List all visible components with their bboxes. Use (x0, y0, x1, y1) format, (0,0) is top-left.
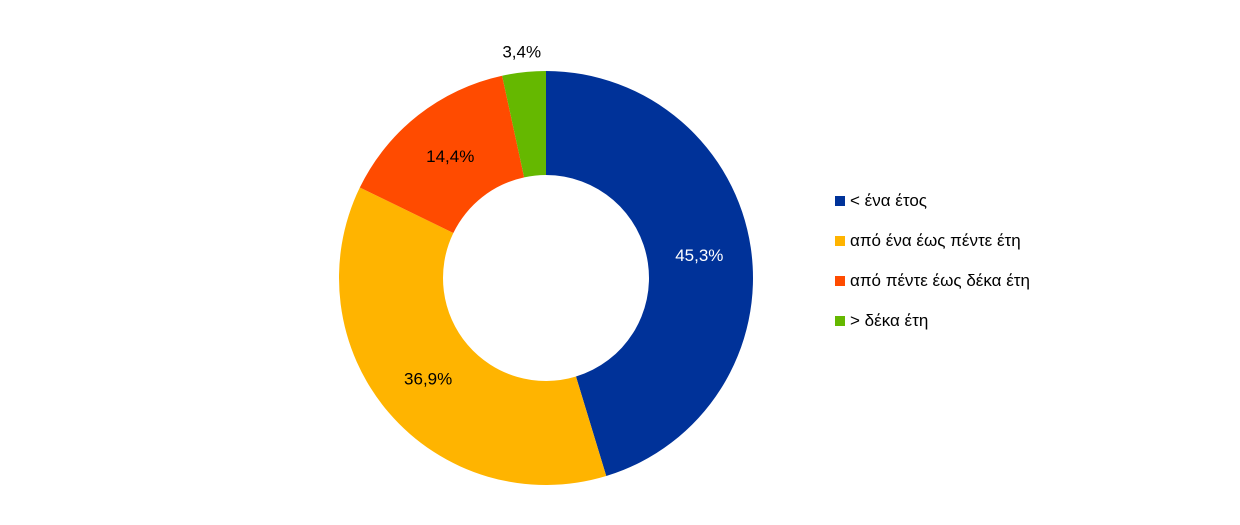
donut-slice (546, 71, 753, 477)
donut-slice (359, 75, 525, 233)
legend-item: από πέντε έως δέκα έτη (835, 261, 1030, 301)
legend-item: > δέκα έτη (835, 301, 1030, 341)
legend-swatch (835, 196, 845, 206)
donut-slice (338, 187, 607, 485)
data-label: 3,4% (502, 42, 541, 61)
legend-swatch (835, 276, 845, 286)
legend-item: < ένα έτος (835, 181, 1030, 221)
legend-label: από ένα έως πέντε έτη (850, 231, 1021, 250)
legend-label: από πέντε έως δέκα έτη (850, 271, 1030, 290)
data-label: 45,3% (675, 246, 723, 265)
legend-item: από ένα έως πέντε έτη (835, 221, 1030, 261)
legend-label: > δέκα έτη (850, 311, 929, 330)
legend: < ένα έτος από ένα έως πέντε έτη από πέν… (835, 191, 1030, 353)
data-label: 14,4% (426, 147, 474, 166)
legend-swatch (835, 316, 845, 326)
legend-swatch (835, 236, 845, 246)
data-label: 36,9% (404, 370, 452, 389)
legend-label: < ένα έτος (850, 191, 927, 210)
donut-slice (502, 71, 546, 178)
